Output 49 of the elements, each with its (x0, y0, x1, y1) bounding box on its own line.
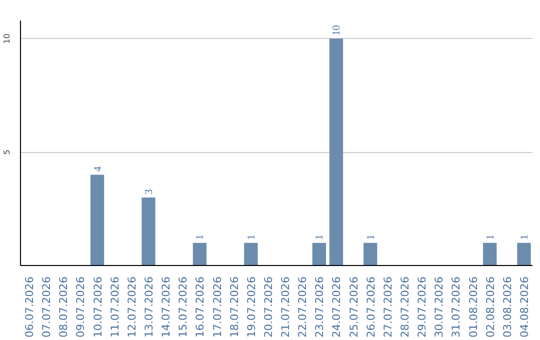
y-tick-label: 5 (2, 150, 12, 155)
bar (329, 38, 344, 266)
x-tick-label: 27.07.2026 (381, 276, 394, 338)
x-tick-label: 12.07.2026 (125, 276, 138, 338)
bar (90, 174, 104, 266)
x-tick-label: 29.07.2026 (416, 276, 429, 338)
x-tick-label: 09.07.2026 (74, 276, 88, 338)
bar (517, 242, 531, 266)
data-label: 1 (366, 234, 377, 240)
x-tick-label: 13.07.2026 (142, 276, 156, 338)
x-tick-label: 18.07.2026 (228, 276, 241, 338)
x-tick-label: 14.07.2026 (160, 276, 173, 338)
x-tick-label: 31.07.2026 (450, 276, 463, 338)
bar (364, 242, 378, 266)
x-tick-label: 04.08.2026 (518, 276, 531, 338)
x-tick-label: 15.07.2026 (176, 276, 190, 338)
x-tick-label: 08.07.2026 (57, 276, 70, 338)
x-tick-label: 02.08.2026 (484, 276, 497, 338)
data-label: 1 (314, 234, 326, 240)
data-label: 3 (144, 189, 155, 194)
x-tick-label: 06.07.2026 (23, 276, 36, 338)
x-tick-label: 10.07.2026 (91, 276, 104, 338)
data-label: 1 (195, 234, 206, 240)
bar (244, 242, 258, 266)
x-tick-label: 07.07.2026 (40, 276, 54, 338)
x-tick-label: 21.07.2026 (279, 276, 292, 338)
data-label: 1 (519, 234, 530, 240)
x-tick-label: 19.07.2026 (244, 276, 258, 338)
x-tick-label: 11.07.2026 (108, 276, 122, 338)
x-tick-label: 17.07.2026 (210, 276, 224, 338)
x-tick-label: 22.07.2026 (296, 276, 310, 338)
data-label: 1 (246, 234, 258, 240)
x-tick-label: 20.07.2026 (262, 276, 275, 338)
x-tick-label: 26.07.2026 (364, 276, 378, 338)
x-tick-label: 28.07.2026 (398, 276, 412, 338)
x-tick-label: 25.07.2026 (347, 276, 360, 338)
x-tick-label: 03.08.2026 (500, 276, 514, 338)
x-tick-label: 16.07.2026 (194, 276, 207, 338)
x-tick-label: 30.07.2026 (432, 276, 446, 338)
bar (192, 242, 207, 266)
x-tick-label: 23.07.2026 (313, 276, 326, 338)
data-label: 1 (485, 234, 496, 240)
x-tick-label: 24.07.2026 (330, 276, 344, 338)
data-label: 4 (92, 166, 104, 172)
bar (312, 242, 326, 266)
bar (142, 197, 156, 266)
data-label: 10 (332, 24, 343, 36)
x-tick-label: 01.08.2026 (466, 276, 480, 338)
bar (483, 242, 497, 266)
